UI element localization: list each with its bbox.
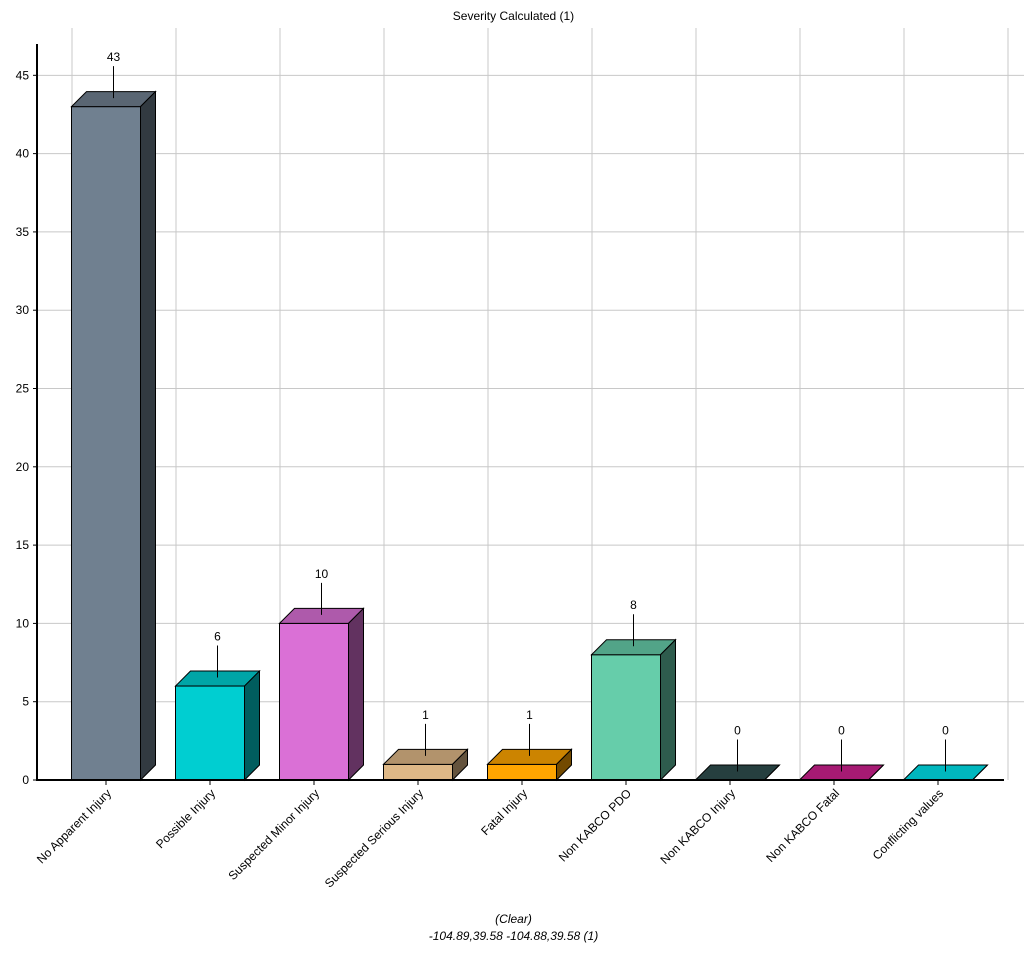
bar (487, 763, 557, 781)
x-tick-label: Conflicting values (870, 786, 946, 862)
y-tick-label: 5 (22, 695, 29, 709)
bar-side (140, 90, 156, 782)
data-label: 0 (942, 724, 949, 738)
x-tick-label: Suspected Serious Injury (322, 786, 426, 890)
y-tick-label: 25 (16, 382, 30, 396)
bar-side (452, 748, 468, 782)
y-tick-label: 15 (16, 538, 30, 552)
y-tick-label: 20 (16, 460, 30, 474)
bar-side (972, 764, 988, 781)
bar-side (660, 638, 676, 782)
y-tick-label: 30 (16, 303, 30, 317)
data-label: 1 (526, 708, 533, 722)
chart-title: Severity Calculated (1) (452, 9, 575, 23)
y-tick-label: 10 (16, 616, 30, 630)
x-tick-label: Possible Injury (153, 786, 218, 851)
bar (175, 685, 245, 781)
data-label: 10 (315, 567, 329, 581)
bar-side (244, 669, 260, 782)
data-label: 1 (422, 708, 429, 722)
y-tick-label: 40 (16, 147, 30, 161)
data-label: 0 (734, 724, 741, 738)
x-tick-label: No Apparent Injury (34, 786, 114, 866)
bar-side (348, 607, 364, 782)
bar-side (868, 764, 884, 781)
x-tick-label: Non KABCO Fatal (763, 786, 842, 865)
bar (71, 106, 141, 781)
y-tick-label: 0 (22, 773, 29, 787)
bar-side (764, 764, 780, 781)
bar (279, 622, 349, 781)
y-tick-label: 45 (16, 68, 30, 82)
x-tick-label: Non KABCO Injury (657, 786, 738, 867)
data-label: 8 (630, 598, 637, 612)
y-tick-label: 35 (16, 225, 30, 239)
data-label: 0 (838, 724, 845, 738)
bar (383, 763, 453, 781)
x-tick-label: Non KABCO PDO (556, 786, 634, 864)
footer-coordinates: -104.89,39.58 -104.88,39.58 (1) (428, 929, 599, 943)
data-label: 43 (107, 50, 121, 64)
x-tick-label: Suspected Minor Injury (225, 786, 322, 883)
footer-filter-label: (Clear) (495, 912, 532, 926)
bar-side (556, 748, 572, 782)
x-tick-label: Fatal Injury (478, 786, 530, 838)
data-label: 6 (214, 630, 221, 644)
bar (591, 654, 661, 781)
